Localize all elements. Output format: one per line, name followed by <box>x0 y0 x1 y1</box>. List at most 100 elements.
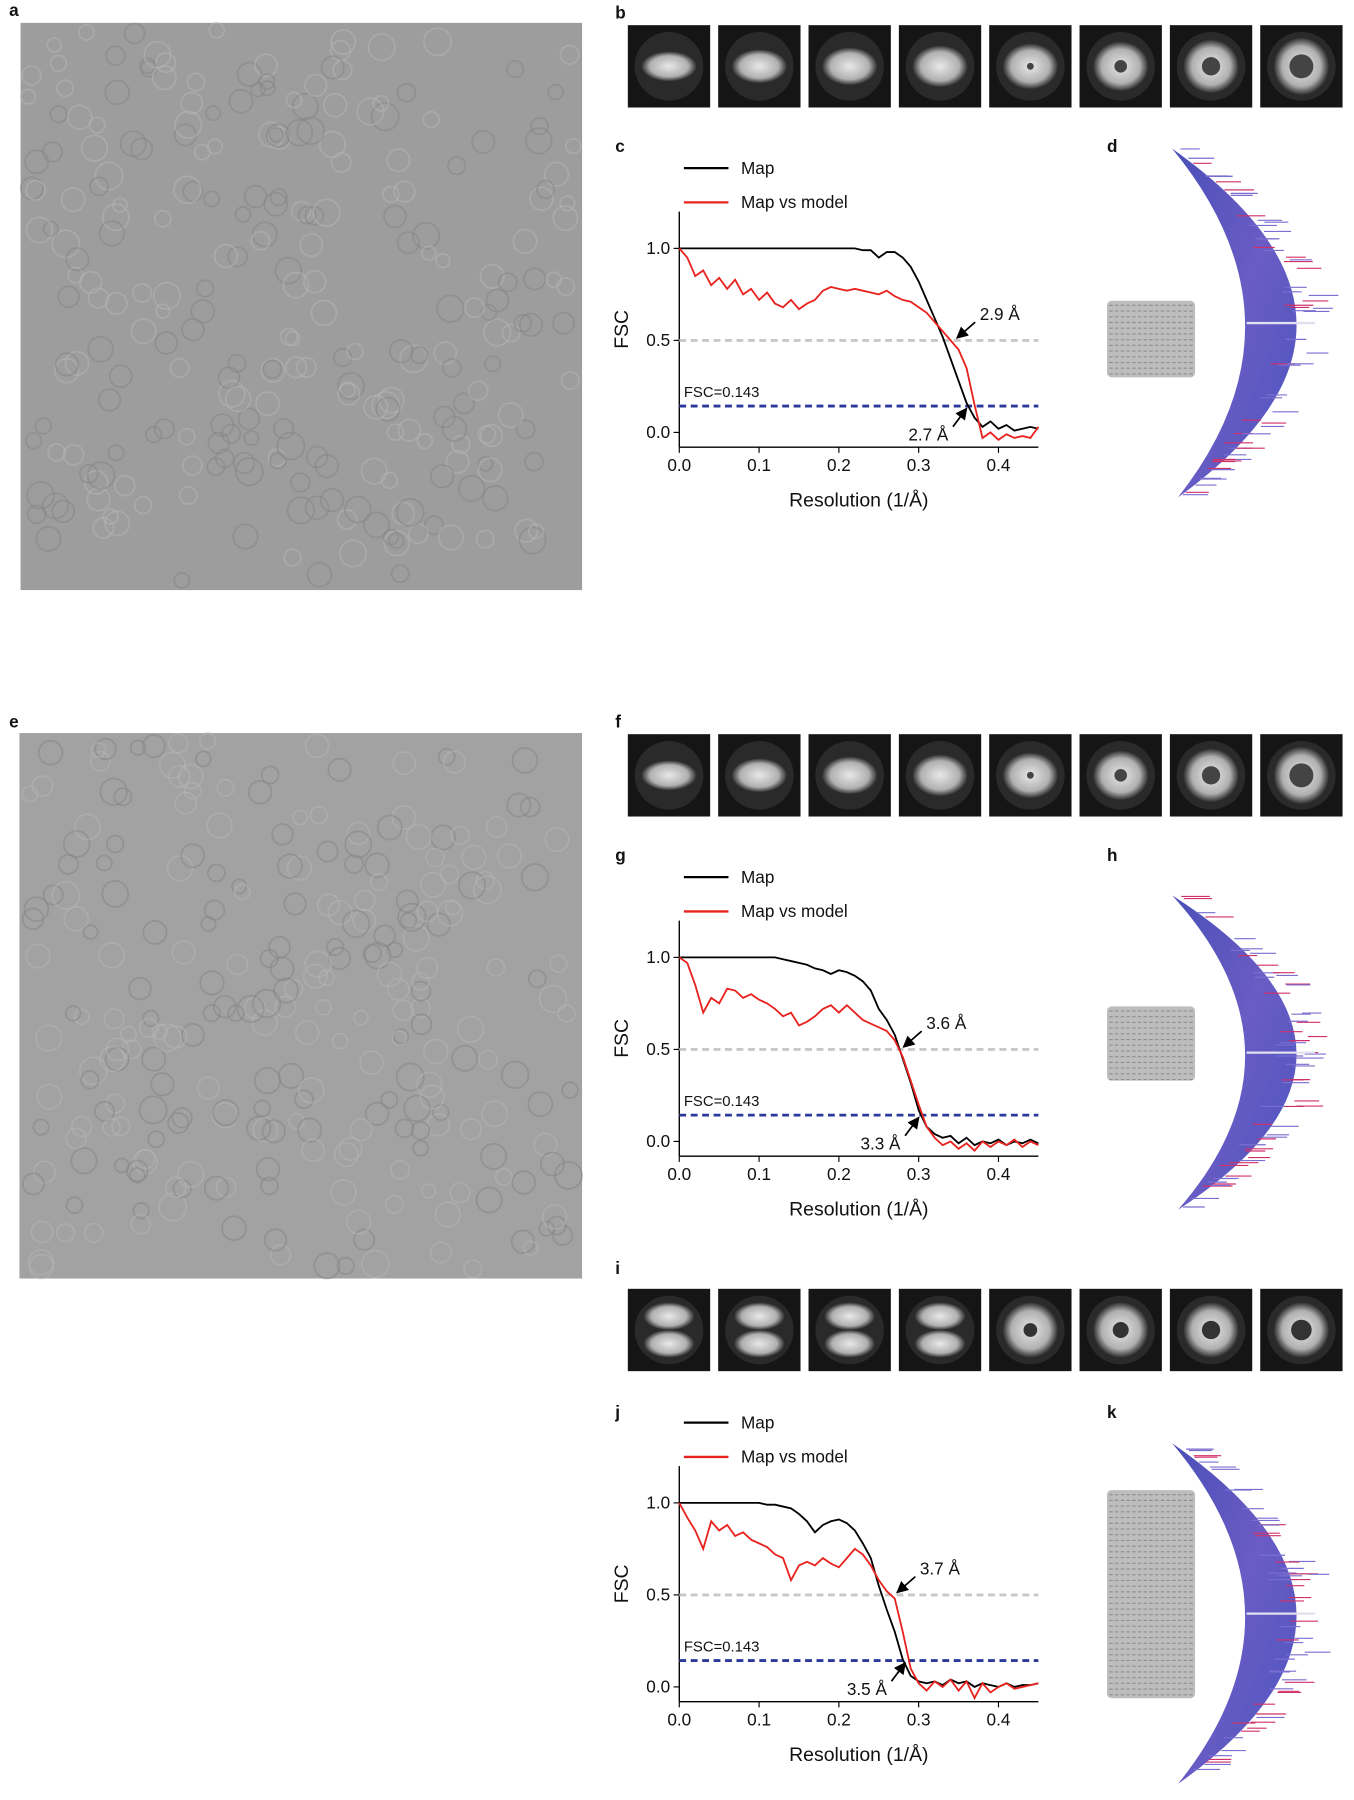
x-axis-label: Resolution (1/Å) <box>789 489 928 512</box>
particle <box>486 958 506 977</box>
particle <box>198 732 217 750</box>
particle <box>388 532 405 549</box>
class-density <box>824 1329 875 1358</box>
particle <box>312 198 341 228</box>
class-average <box>1260 1288 1343 1372</box>
particle <box>501 323 521 343</box>
particle <box>461 844 487 871</box>
particle <box>260 1176 279 1196</box>
particle <box>102 1118 121 1137</box>
particle <box>101 880 130 908</box>
x-tick-label: 0.0 <box>667 1164 691 1184</box>
particle <box>203 190 220 208</box>
class-average <box>1079 25 1162 108</box>
legend-label: Map vs model <box>741 1447 848 1467</box>
particle <box>298 1076 325 1104</box>
particle <box>260 357 286 383</box>
particle <box>174 110 203 139</box>
particle <box>304 73 328 98</box>
fsc-chart: 0.0 0.1 0.2 0.3 0.4 0.0 0.5 1.0 Resolution (1/Å)… <box>611 867 1039 1221</box>
particle <box>450 825 470 846</box>
class-average <box>1260 25 1343 108</box>
particle <box>180 843 206 869</box>
particle <box>105 1037 130 1062</box>
particle <box>296 1117 323 1143</box>
particle <box>412 221 441 250</box>
particle <box>290 472 311 493</box>
particle <box>26 480 55 510</box>
particle <box>283 978 304 999</box>
class-density <box>914 1329 966 1358</box>
particle <box>141 734 166 759</box>
particle <box>163 1024 188 1049</box>
particle <box>51 880 81 910</box>
class-average <box>808 25 891 108</box>
annotation-arrow <box>902 1030 923 1048</box>
x-tick-label: 0.1 <box>747 1164 771 1184</box>
class-hole <box>1201 766 1221 785</box>
particle <box>233 451 256 475</box>
particle <box>269 956 295 982</box>
particle <box>527 1091 554 1117</box>
particle <box>394 1118 415 1139</box>
particle <box>166 855 194 882</box>
particle <box>337 372 365 400</box>
particle <box>410 346 429 365</box>
particle <box>138 1017 160 1038</box>
particle <box>354 889 376 912</box>
particle <box>99 1045 126 1073</box>
particle <box>213 994 237 1019</box>
x-axis-label: Resolution (1/Å) <box>789 1198 928 1221</box>
particle <box>64 350 90 376</box>
particle <box>482 485 509 512</box>
particle <box>360 457 388 485</box>
particle <box>518 526 547 555</box>
particle <box>386 941 404 959</box>
particle <box>302 963 329 989</box>
particle <box>200 915 217 932</box>
particle <box>479 424 504 448</box>
particle <box>283 892 307 916</box>
particle <box>152 1023 182 1053</box>
class-density <box>734 1302 785 1330</box>
particle <box>138 1095 168 1125</box>
particle <box>243 430 260 446</box>
density-map <box>1106 1006 1196 1081</box>
particle <box>195 279 215 298</box>
particle <box>393 180 416 203</box>
class-average <box>1169 734 1253 817</box>
particle <box>234 457 264 487</box>
particle <box>316 840 339 863</box>
particle <box>306 561 333 588</box>
particle <box>515 419 536 440</box>
particle <box>512 228 538 255</box>
particle <box>422 1038 449 1065</box>
particle <box>94 161 124 191</box>
fsc-curve <box>678 247 1040 441</box>
y-tick-label: 0.0 <box>646 422 670 442</box>
density-map <box>1106 1490 1196 1699</box>
particle <box>497 272 518 293</box>
particle <box>383 204 407 229</box>
class-average <box>808 1288 891 1372</box>
particle <box>339 381 356 398</box>
particle <box>101 203 130 232</box>
particle <box>51 499 76 524</box>
particle <box>294 1089 314 1110</box>
particle <box>344 854 364 874</box>
particle <box>382 528 400 546</box>
class-density <box>641 760 697 791</box>
particle <box>336 1256 355 1276</box>
particle <box>95 854 113 872</box>
particle <box>410 1120 431 1141</box>
particle <box>383 529 410 557</box>
particle <box>561 1081 579 1099</box>
particle <box>390 564 410 584</box>
particle <box>276 431 306 461</box>
y-tick-label: 0.0 <box>646 1677 670 1697</box>
particle <box>216 778 235 798</box>
particle <box>386 148 411 173</box>
y-tick-label: 0.0 <box>646 1131 670 1151</box>
particle <box>416 900 439 923</box>
